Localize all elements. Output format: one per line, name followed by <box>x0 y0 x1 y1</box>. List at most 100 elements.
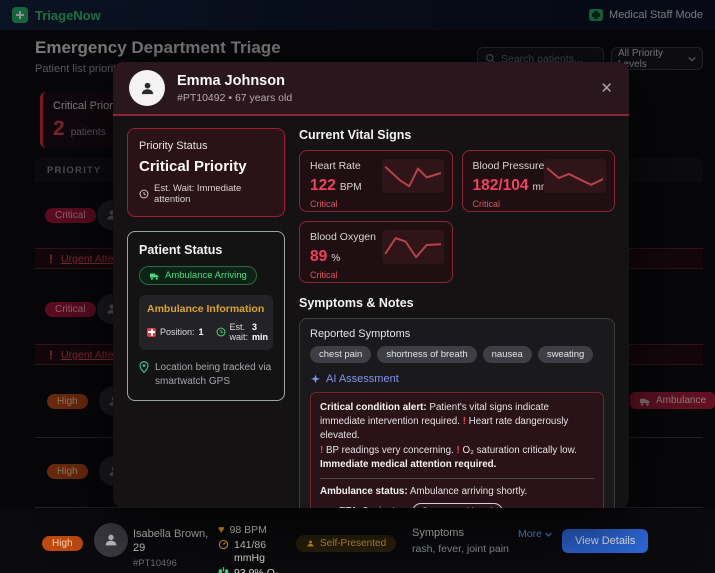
ai-assessment-label: AI Assessment <box>326 373 399 385</box>
symptoms-label: Symptoms <box>412 527 464 539</box>
symptoms-text: rash, fever, joint pain <box>412 543 509 555</box>
ambulance-icon <box>150 273 159 280</box>
est-wait-text: Est. Wait: Immediate attention <box>154 183 242 205</box>
brand: TriageNow <box>12 7 101 23</box>
bp-note: BP readings very concerning. <box>323 444 457 456</box>
ambulance-info-title: Ambulance Information <box>147 303 265 315</box>
ambulance-arriving-badge: Ambulance Arriving <box>139 266 257 285</box>
heart-rate-sparkline <box>381 159 444 193</box>
medical-bag-icon <box>589 9 604 21</box>
vital-value: 89 <box>310 248 328 265</box>
clock-icon <box>216 327 225 337</box>
symptom-chip: chest pain <box>310 346 372 363</box>
view-details-button[interactable]: View Details <box>562 529 649 553</box>
location-pin-icon <box>139 361 149 373</box>
search-input[interactable] <box>501 52 596 65</box>
ambulance-position-icon <box>147 327 156 337</box>
vital-label: Blood Pressure <box>472 160 545 172</box>
attention-note: Immediate medical attention required. <box>320 458 497 470</box>
vital-card-blood-oxygen: Blood Oxygen 89 % Critical <box>299 221 453 283</box>
vital-signs-title: Current Vital Signs <box>299 128 412 142</box>
ambulance-info-panel: Ambulance Information Position: 1 Est. w… <box>139 295 273 350</box>
oxygen-value: 93.9% O₂ <box>234 567 279 573</box>
divider <box>320 478 594 480</box>
blood-pressure-value: 141/86 mmHg <box>234 539 267 565</box>
patient-avatar <box>129 70 165 106</box>
priority-badge-high: High <box>47 464 88 479</box>
vital-status: Critical <box>472 199 501 209</box>
patient-header-info: Emma Johnson #PT10492 • 67 years old <box>177 73 292 104</box>
priority-badge-high: High <box>47 394 88 409</box>
symptoms-cell: Symptoms rash, fever, joint pain <box>412 527 509 555</box>
vitals-cell: ♥ 98 BPM 141/86 mmHg 93.9% O₂ <box>218 524 280 573</box>
patient-row: High Isabella Brown, 29 #PT10496 ♥ 98 BP… <box>0 508 715 573</box>
top-navbar: TriageNow Medical Staff Mode <box>0 0 715 30</box>
ambulance-button-label: Ambulance <box>656 395 707 406</box>
vital-label: Heart Rate <box>310 160 361 172</box>
stat-unit: patients <box>70 127 106 138</box>
ambulance-arriving-label: Ambulance Arriving <box>165 270 247 281</box>
vital-unit: % <box>331 253 341 264</box>
status-badge-label: Self-Presented <box>320 538 387 549</box>
symptom-chip: shortness of breath <box>377 346 477 363</box>
patient-id: #PT10496 <box>133 557 177 569</box>
symptom-chip: sweating <box>537 346 594 363</box>
heart-icon: ♥ <box>218 524 225 536</box>
symptoms-notes-title: Symptoms & Notes <box>299 296 414 310</box>
avatar <box>94 523 128 557</box>
exclamation-icon: ! <box>49 251 53 266</box>
est-wait-label: Est. wait: <box>229 322 249 342</box>
vital-label: Blood Oxygen <box>310 231 376 243</box>
page-title: Emergency Department Triage <box>35 38 281 57</box>
o2-note: O₂ saturation critically low. <box>459 444 577 456</box>
ambulance-status-bold: Ambulance status: <box>320 486 408 498</box>
priority-filter-select[interactable]: All Priority Levels <box>611 47 703 70</box>
exclamation-icon: ! <box>456 444 460 456</box>
vital-value: 122 <box>310 177 336 194</box>
chevron-down-icon <box>545 532 552 537</box>
more-link[interactable]: More <box>518 528 552 540</box>
hr-note: Heart rate dangerously elevated. <box>320 416 569 442</box>
priority-badge-critical: Critical <box>45 208 96 223</box>
ambulance-icon <box>320 507 332 508</box>
chevron-down-icon <box>688 56 696 62</box>
gauge-icon <box>218 540 229 550</box>
priority-badge-critical: Critical <box>45 302 96 317</box>
location-text: Location being tracked via smartwatch GP… <box>155 362 272 387</box>
priority-status-value: Critical Priority <box>139 158 247 175</box>
status-badge-self-presented: Self-Presented <box>296 535 397 552</box>
medical-staff-mode[interactable]: Medical Staff Mode <box>589 9 703 21</box>
alert-text: Patient's vital signs indicate immediate… <box>320 402 549 428</box>
stat-label: Critical Priority <box>53 100 124 112</box>
patient-name: Isabella Brown, 29 <box>133 528 209 555</box>
heart-rate-value: 98 BPM <box>229 524 267 536</box>
patient-name-cell: Isabella Brown, 29 #PT10496 <box>133 527 215 570</box>
ambulance-status-text: Ambulance arriving shortly. <box>407 486 528 498</box>
ai-assessment-text: Critical condition alert: Patient's vita… <box>310 392 604 508</box>
brand-name: TriageNow <box>35 7 101 23</box>
blood-oxygen-sparkline <box>381 230 444 264</box>
close-icon[interactable]: ✕ <box>600 80 613 97</box>
priority-status-card: Priority Status Critical Priority Est. W… <box>127 128 285 217</box>
clock-icon <box>139 189 149 199</box>
column-priority: PRIORITY <box>47 164 102 176</box>
stat-count: 2 <box>53 117 65 140</box>
lungs-icon <box>218 567 229 573</box>
exclamation-icon: ! <box>49 347 53 362</box>
exclamation-icon: ! <box>462 416 466 428</box>
reported-symptoms-title: Reported Symptoms <box>310 328 411 340</box>
patient-status-title: Patient Status <box>139 243 223 257</box>
blood-pressure-sparkline <box>544 159 606 193</box>
exclamation-icon: ! <box>320 444 324 456</box>
eta-text: ETA: 3 minutes <box>339 505 405 508</box>
est-wait-value: 3 min <box>252 322 269 342</box>
patient-detail-modal: Emma Johnson #PT10492 • 67 years old ✕ P… <box>113 62 629 508</box>
vital-value: 182/104 <box>472 177 529 194</box>
person-icon <box>307 540 314 547</box>
more-link-label: More <box>518 528 542 540</box>
modal-patient-name: Emma Johnson <box>177 72 285 89</box>
ambulance-button[interactable]: Ambulance <box>630 392 715 409</box>
position-value: 1 <box>198 327 204 337</box>
patient-status-card: Patient Status Ambulance Arriving Ambula… <box>127 231 285 401</box>
